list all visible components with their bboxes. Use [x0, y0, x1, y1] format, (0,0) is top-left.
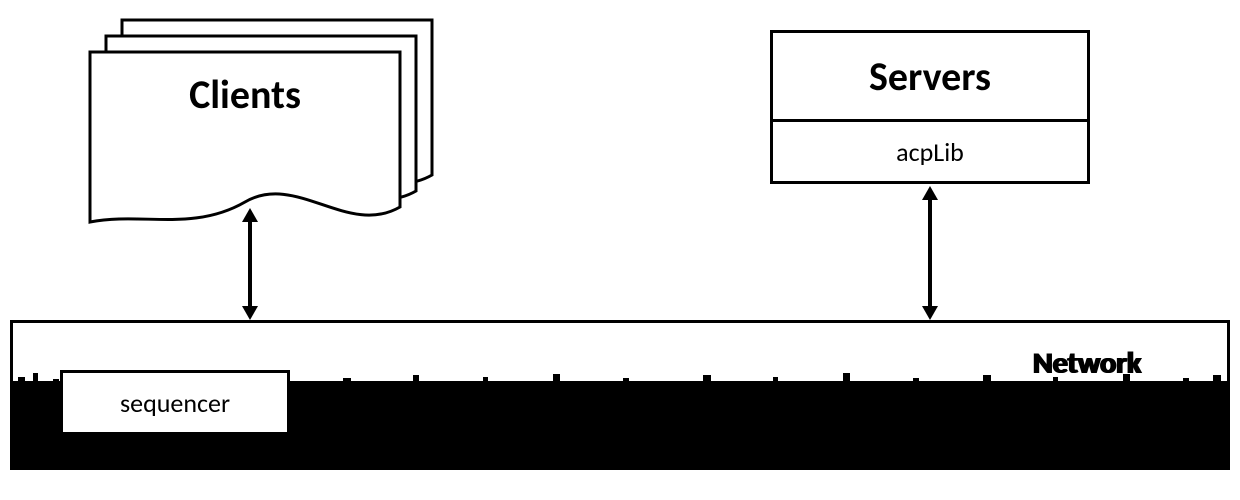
sequencer-label: sequencer — [120, 387, 230, 419]
diagram-canvas: Clients Servers acpLib — [0, 0, 1240, 500]
servers-label: Servers — [869, 52, 991, 101]
arrow-servers-network — [918, 186, 942, 322]
clients-node — [90, 20, 432, 240]
servers-node: Servers — [770, 30, 1090, 122]
network-label: Network — [1033, 345, 1141, 382]
sequencer-node: sequencer — [60, 370, 290, 435]
arrow-clients-network — [238, 208, 262, 322]
acplib-node: acpLib — [770, 119, 1090, 184]
clients-label: Clients — [90, 70, 400, 119]
acplib-label: acpLib — [896, 136, 964, 168]
